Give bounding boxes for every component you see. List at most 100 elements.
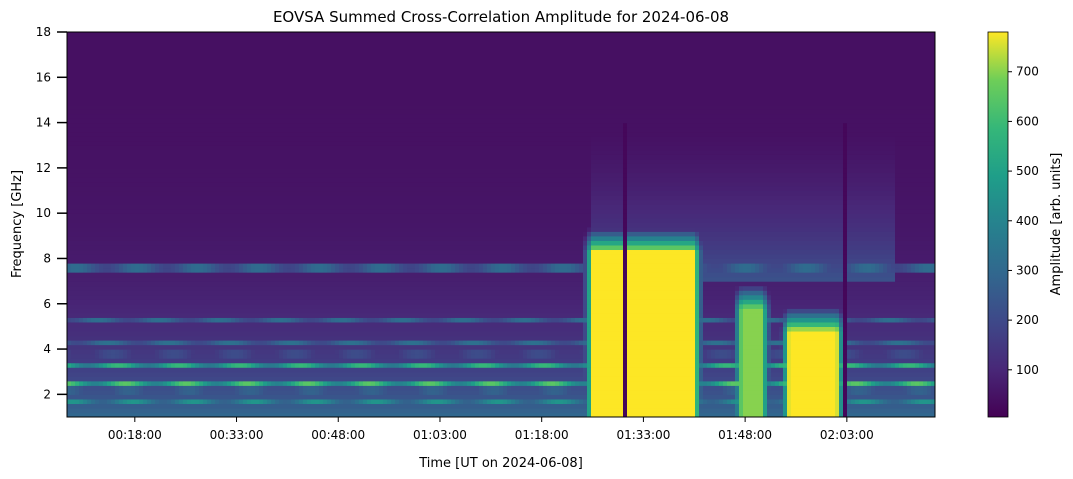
heatmap-cell — [255, 226, 260, 232]
heatmap-cell — [135, 63, 140, 69]
heatmap-cell — [143, 54, 148, 60]
heatmap-cell — [247, 267, 252, 273]
heatmap-cell — [147, 158, 152, 164]
heatmap-cell — [187, 412, 192, 417]
heatmap-cell — [283, 149, 288, 155]
heatmap-cell — [83, 68, 88, 74]
heatmap-cell — [187, 285, 192, 291]
heatmap-cell — [295, 68, 300, 74]
heatmap-cell — [75, 158, 80, 164]
heatmap-cell — [291, 109, 296, 115]
heatmap-cell — [275, 376, 280, 382]
heatmap-cell — [99, 41, 104, 47]
heatmap-cell — [255, 249, 260, 255]
heatmap-cell — [211, 122, 216, 128]
heatmap-cell — [103, 272, 108, 278]
heatmap-cell — [119, 99, 124, 106]
heatmap-cell — [263, 208, 268, 214]
heatmap-cell — [115, 140, 120, 146]
heatmap-cell — [231, 186, 236, 192]
heatmap-cell — [251, 412, 256, 417]
heatmap-cell — [111, 231, 116, 237]
heatmap-cell — [147, 176, 152, 183]
heatmap-cell — [159, 226, 164, 232]
heatmap-cell — [239, 181, 244, 187]
heatmap-cell — [79, 258, 84, 264]
heatmap-cell — [87, 154, 92, 160]
heatmap-cell — [131, 50, 136, 56]
heatmap-cell — [131, 267, 136, 273]
heatmap-cell — [203, 244, 208, 251]
heatmap-cell — [95, 285, 100, 291]
heatmap-cell — [223, 77, 228, 83]
heatmap-cell — [99, 385, 104, 391]
heatmap-cell — [175, 312, 180, 318]
heatmap-cell — [87, 362, 92, 368]
heatmap-cell — [115, 398, 120, 405]
heatmap-cell — [239, 109, 244, 115]
heatmap-cell — [287, 41, 292, 47]
heatmap-cell — [123, 226, 128, 232]
heatmap-cell — [219, 122, 224, 128]
heatmap-cell — [191, 90, 196, 97]
heatmap-cell — [163, 403, 168, 409]
heatmap-cell — [219, 272, 224, 278]
heatmap-cell — [279, 299, 284, 305]
heatmap-cell — [143, 330, 148, 337]
heatmap-cell — [127, 263, 132, 269]
heatmap-cell — [283, 90, 288, 97]
heatmap-cell — [263, 272, 268, 278]
heatmap-cell — [99, 240, 104, 246]
heatmap-cell — [291, 398, 296, 405]
heatmap-cell — [275, 240, 280, 246]
heatmap-cell — [83, 131, 88, 137]
heatmap-cell — [151, 389, 156, 395]
heatmap-cell — [283, 344, 288, 350]
heatmap-cell — [191, 407, 196, 414]
heatmap-cell — [259, 358, 264, 364]
heatmap-cell — [83, 321, 88, 328]
heatmap-cell — [215, 321, 220, 328]
heatmap-cell — [299, 145, 304, 151]
heatmap-cell — [299, 181, 304, 187]
heatmap-cell — [295, 199, 300, 205]
heatmap-cell — [167, 72, 172, 78]
heatmap-cell — [235, 217, 240, 223]
heatmap-cell — [79, 86, 84, 92]
heatmap-cell — [231, 294, 236, 300]
heatmap-cell — [263, 163, 268, 169]
heatmap-cell — [243, 394, 248, 400]
heatmap-cell — [127, 81, 132, 87]
heatmap-cell — [223, 253, 228, 260]
heatmap-cell — [223, 290, 228, 296]
heatmap-cell — [203, 140, 208, 146]
heatmap-cell — [211, 158, 216, 164]
heatmap-cell — [227, 99, 232, 106]
heatmap-cell — [163, 263, 168, 269]
heatmap-cell — [195, 358, 200, 364]
heatmap-cell — [151, 181, 156, 187]
heatmap-cell — [207, 158, 212, 164]
heatmap-cell — [227, 281, 232, 287]
heatmap-cell — [139, 90, 144, 97]
heatmap-cell — [139, 231, 144, 237]
heatmap-cell — [75, 285, 80, 291]
heatmap-cell — [283, 109, 288, 115]
heatmap-cell — [159, 127, 164, 133]
heatmap-cell — [299, 380, 304, 386]
heatmap-cell — [295, 167, 300, 174]
heatmap-cell — [271, 32, 276, 38]
heatmap-cell — [143, 190, 148, 196]
heatmap-cell — [163, 340, 168, 346]
heatmap-cell — [171, 253, 176, 260]
heatmap-cell — [255, 380, 260, 386]
heatmap-cell — [135, 380, 140, 386]
heatmap-cell — [203, 240, 208, 246]
heatmap-cell — [175, 272, 180, 278]
heatmap-cell — [191, 299, 196, 305]
heatmap-cell — [239, 32, 244, 38]
heatmap-cell — [147, 294, 152, 300]
heatmap-cell — [283, 145, 288, 151]
heatmap-cell — [123, 158, 128, 164]
heatmap-cell — [107, 195, 112, 201]
